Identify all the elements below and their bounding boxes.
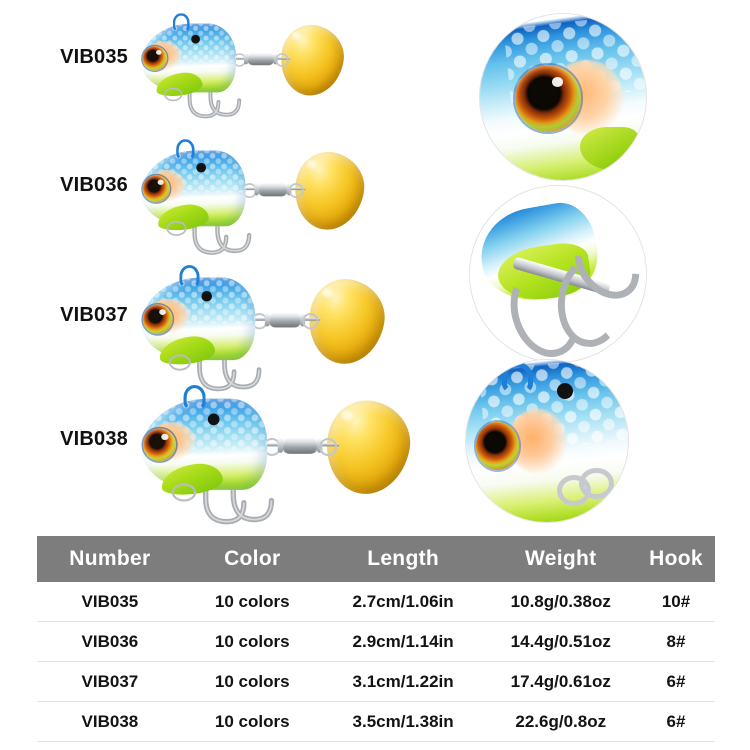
cell-weight: 14.4g/0.51oz [484,621,638,662]
cell-color: 10 colors [182,582,322,622]
cell-number: VIB035 [37,582,183,622]
lure-label-vib037: VIB037 [60,304,128,326]
treble-hook-icon [191,445,282,545]
cell-hook: 8# [637,621,715,662]
lure-eye-icon [143,428,177,462]
chartreuse-tip [579,126,640,171]
lure-eye-icon [142,46,168,71]
lure-eye-icon [475,421,520,471]
column-header-number: Number [37,536,183,582]
cell-length: 3.5cm/1.38in [321,701,485,742]
line-tie-loop-icon [179,265,200,289]
cell-hook: 10# [637,582,715,622]
line-tie-loop-icon [501,361,533,393]
cell-weight: 22.6g/0.8oz [484,701,638,742]
column-header-weight: Weight [484,536,638,582]
line-tie-loop-icon [172,13,190,33]
column-header-length: Length [321,536,485,582]
lure-body-dot [207,413,220,426]
swivel-shaft [249,312,321,330]
lure-body-dot [201,290,212,302]
swivel-shaft [240,182,306,199]
cell-hook: 6# [637,661,715,702]
specification-table: Number Color Length Weight Hook VIB035 1… [37,536,715,742]
detail-callout-body-pattern [466,360,628,522]
product-showcase: VIB035 [0,0,750,525]
cell-number: VIB036 [37,621,183,662]
lure-label-vib038: VIB038 [60,428,128,450]
column-header-hook: Hook [637,536,715,582]
detail-callout-eye [480,14,646,180]
cell-number: VIB038 [37,701,183,742]
swivel-shaft [231,52,291,67]
table-header-row: Number Color Length Weight Hook [37,536,715,582]
lure-body-dot [196,162,206,173]
cell-weight: 10.8g/0.38oz [484,582,638,622]
cell-hook: 6# [637,701,715,742]
column-header-color: Color [182,536,322,582]
treble-hook-icon [186,320,269,410]
line-tie-loop-icon [176,139,195,161]
cell-length: 2.9cm/1.14in [321,621,485,662]
split-ring-icon [171,483,197,502]
lure-label-vib035: VIB035 [60,46,128,68]
cell-length: 3.1cm/1.22in [321,661,485,702]
detail-callout-treble-hook [470,186,646,362]
lure-label-vib036: VIB036 [60,174,128,196]
split-ring-icon [166,220,187,236]
lure-figure-vib035 [140,13,440,164]
lure-eye-icon [142,304,173,335]
cell-color: 10 colors [182,621,322,662]
cell-color: 10 colors [182,661,322,702]
table-row: VIB036 10 colors 2.9cm/1.14in 14.4g/0.51… [37,621,715,662]
treble-hook-icon [182,189,258,272]
split-ring-icon [164,87,183,102]
lure-figure-vib038 [140,384,440,536]
lure-body-dot [556,382,573,399]
cell-number: VIB037 [37,661,183,702]
cell-length: 2.7cm/1.06in [321,582,485,622]
lure-figure-vib036 [140,139,440,290]
treble-hook-icon [178,59,247,134]
table-row: VIB038 10 colors 3.5cm/1.38in 22.6g/0.8o… [37,701,715,742]
cell-weight: 17.4g/0.61oz [484,661,638,702]
lure-eye-icon [142,175,170,203]
split-ring-icon [579,468,614,500]
table-row: VIB035 10 colors 2.7cm/1.06in 10.8g/0.38… [37,582,715,622]
lure-figure-vib037 [140,265,440,416]
split-ring-icon [168,354,191,371]
swivel-shaft [260,436,340,456]
lure-body-dot [191,34,200,44]
cell-color: 10 colors [182,701,322,742]
lure-eye-icon [514,65,582,132]
table-row: VIB037 10 colors 3.1cm/1.22in 17.4g/0.61… [37,661,715,702]
line-tie-loop-icon [183,384,206,411]
